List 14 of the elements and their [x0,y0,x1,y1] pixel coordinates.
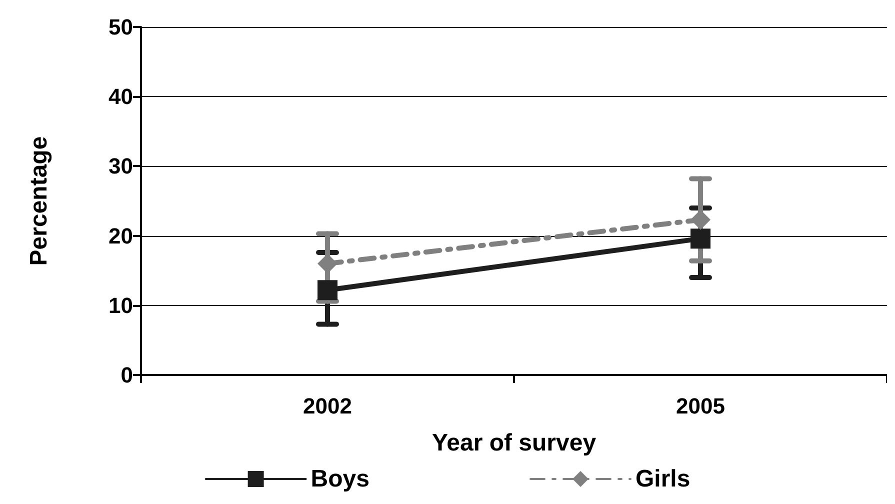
x-axis-title: Year of survey [432,430,597,456]
y-tick-label: 50 [108,14,133,40]
y-tick-label: 0 [120,362,133,388]
point [690,228,710,249]
x-tick-label: 2005 [676,394,725,418]
y-tick-label: 20 [108,223,133,248]
y-axis-title: Percentage [26,136,52,266]
y-tick-label: 40 [108,84,133,110]
y-tick-label: 30 [108,154,133,179]
legend-label: Boys [310,466,370,492]
x-tick-label: 2002 [303,394,352,418]
y-tick-label: 10 [108,292,133,318]
point [318,280,338,300]
legend-label: Girls [636,466,690,492]
